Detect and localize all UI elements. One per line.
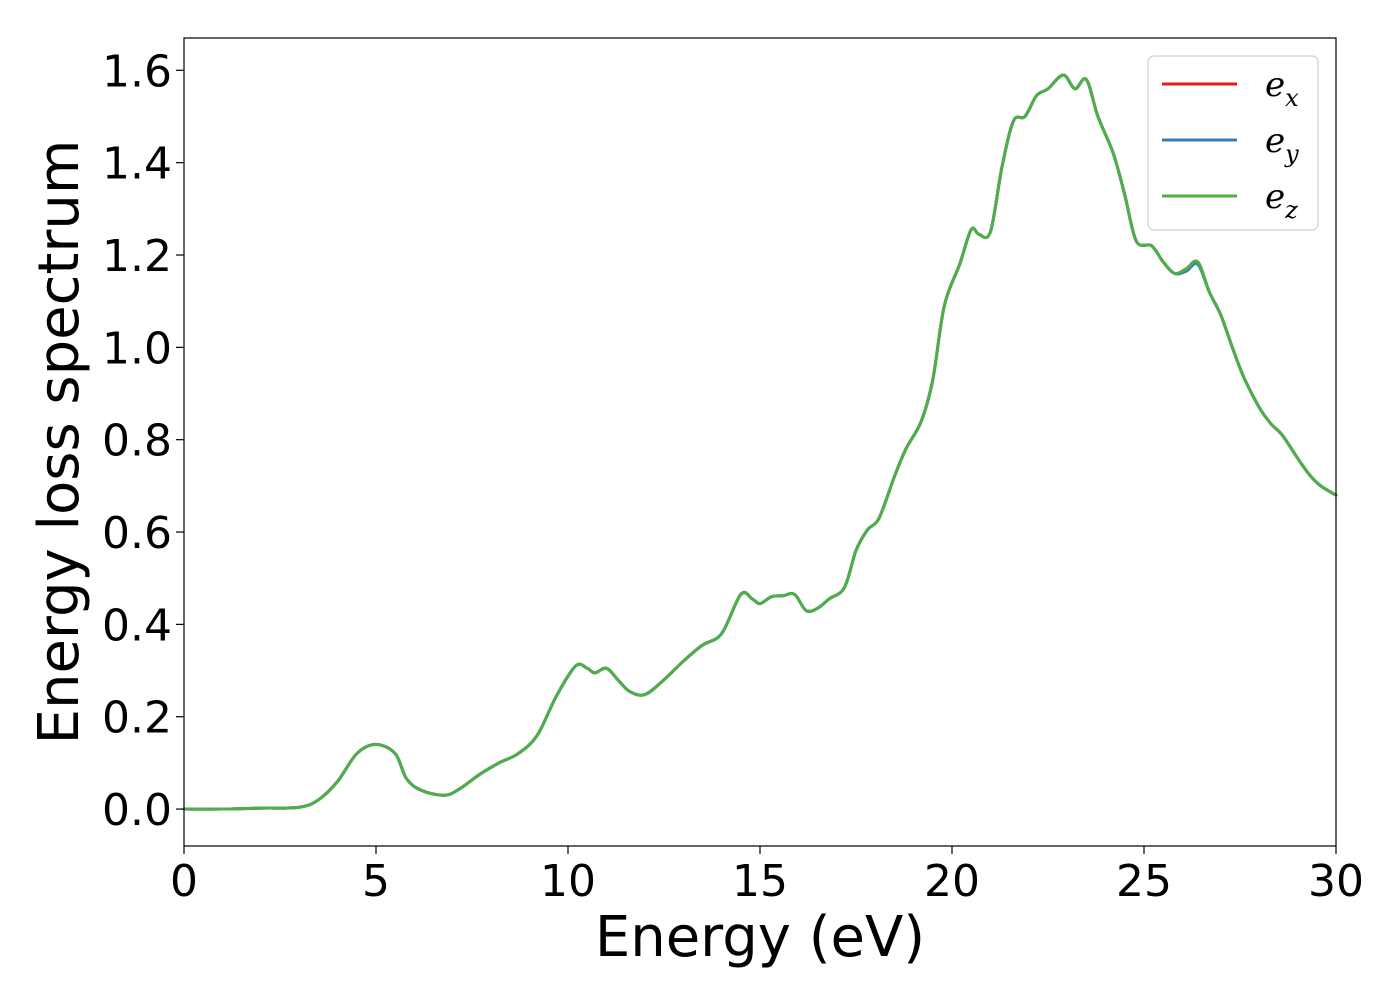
x-tick-label: 20 (924, 856, 980, 907)
x-axis-title: Energy (eV) (595, 905, 925, 970)
legend-label-y: ey (1265, 121, 1299, 168)
y-tick-label: 1.2 (102, 231, 172, 282)
x-tick-label: 0 (170, 856, 198, 907)
x-axis: 0 5 10 15 20 25 30 (170, 846, 1364, 907)
plot-series-group (182, 73, 1338, 811)
legend-box (1147, 55, 1319, 231)
series-line-z (182, 73, 1338, 811)
y-tick-label: 0.2 (102, 693, 172, 744)
x-tick-label: 15 (732, 856, 788, 907)
x-tick-label: 5 (362, 856, 390, 907)
y-tick-label: 0.8 (102, 416, 172, 467)
y-tick-label: 0.0 (102, 785, 172, 836)
y-tick-label: 0.4 (102, 600, 172, 651)
y-tick-label: 0.6 (102, 508, 172, 559)
y-tick-label: 1.4 (102, 139, 172, 190)
y-tick-label: 1.0 (102, 323, 172, 374)
x-tick-label: 30 (1308, 856, 1364, 907)
x-tick-label: 25 (1116, 856, 1172, 907)
legend-label-z: ez (1265, 177, 1298, 224)
legend: ex ey ez (1147, 55, 1319, 231)
y-tick-label: 1.6 (102, 46, 172, 97)
y-axis: 0.0 0.2 0.4 0.6 0.8 1.0 1.2 1.4 1.6 (102, 46, 184, 836)
y-axis-title: Energy loss spectrum (27, 140, 92, 745)
x-tick-label: 10 (540, 856, 596, 907)
legend-label-x: ex (1265, 65, 1299, 112)
